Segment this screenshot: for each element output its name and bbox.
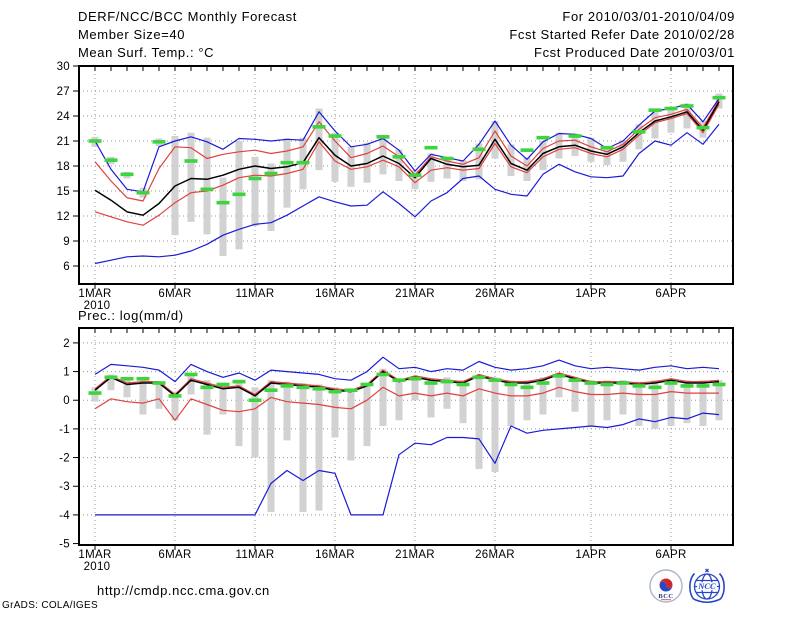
series-lower [94,104,720,226]
x-axis-year-label: 2010 [84,561,111,573]
y-tick-label: 30 [57,61,70,73]
fcst-started-label: Fcst Started Refer Date 2010/02/28 [509,27,735,42]
y-tick-label: 1 [63,367,70,379]
fcst-produced-label: Fcst Produced Date 2010/03/01 [534,45,735,60]
ncc-logo-text: NCC [697,581,716,591]
series-lines [94,356,720,516]
x-tick-label: 1APR [575,549,606,561]
series-upper [94,99,720,202]
series-min [94,123,720,265]
x-tick-labels: 1MAR 6MAR 11MAR 16MAR 21MAR 26MAR 1APR 6APR 2010 [78,549,686,573]
y-tick-label: -4 [59,510,70,522]
series-lines [94,98,720,265]
precipitation-panel-title: Prec.: log(mm/d) [78,308,184,323]
y-tick-label: 0 [63,395,70,407]
x-tick-label: 6MAR [158,549,191,561]
y-tick-label: 18 [57,161,70,173]
x-tick-label: 1MAR [78,549,111,561]
bcc-logo: BCC [649,569,683,603]
x-tick-label: 21MAR [395,288,435,300]
x-tick-label: 16MAR [315,549,355,561]
x-tick-label: 6APR [655,549,686,561]
series-min [95,412,720,516]
grads-credit: GrADS: COLA/IGES [2,600,98,611]
y-tick-label: 2 [63,338,70,350]
y-tick-label: 6 [63,261,70,273]
y-tick-label: -1 [59,424,70,436]
member-size-label: Member Size=40 [78,27,186,42]
ensemble-spread-bars [91,368,723,513]
plot-frame [78,65,734,285]
forecast-range-label: For 2010/03/01-2010/04/09 [562,9,735,24]
series-mean [94,101,720,216]
observation-dashes [88,95,726,205]
x-tick-label: 11MAR [236,549,275,561]
x-tick-label: 16MAR [315,288,355,300]
ncc-logo: NCC [689,568,725,604]
x-tick-label: 26MAR [475,288,515,300]
y-tick-label: 9 [63,236,70,248]
x-tick-label: 21MAR [395,549,435,561]
x-tick-label: 26MAR [475,549,515,561]
bcc-logo-text: BCC [658,593,673,600]
bcc-logo-subtext [661,599,671,601]
x-axis-year-label: 2010 [84,300,111,312]
series-max [94,356,720,383]
x-tick-label: 1APR [575,288,606,300]
page-title: DERF/NCC/BCC Monthly Forecast [78,9,297,24]
x-tick-labels: 1MAR 6MAR 11MAR 16MAR 21MAR 26MAR 1APR 6APR 2010 [78,288,686,312]
x-tick-label: 1MAR [78,288,111,300]
source-url: http://cmdp.ncc.cma.gov.cn [97,583,270,598]
gridlines [79,328,733,545]
x-tick-label: 6MAR [158,288,191,300]
ncc-wreath-left [689,572,696,600]
ncc-wreath-right [718,572,725,600]
y-tick-label: -3 [59,481,70,493]
series-upper [94,369,720,396]
y-tick-label: 27 [57,86,70,98]
y-tick-label: 15 [57,186,70,198]
x-tick-label: 6APR [655,288,686,300]
x-tick-label: 11MAR [236,288,275,300]
bcc-swirl-red [659,578,673,589]
y-tick-label: 21 [57,136,70,148]
plot-frame [78,327,734,546]
series-lower [94,386,719,421]
y-tick-label: 24 [57,111,71,123]
y-tick-label: 12 [57,211,70,223]
series-mean [94,370,720,397]
bcc-swirl-blue [659,581,673,592]
observation-dashes [88,372,726,403]
y-tick-label: -2 [59,453,70,465]
y-tick-label: -5 [59,539,70,551]
series-max [94,98,720,193]
temperature-chart: 6 9 12 15 18 21 24 27 30 1MAR 6MAR 11MAR 16MAR 21MAR 2… [57,61,734,312]
temperature-panel-title: Mean Surf. Temp.: °C [78,45,215,60]
